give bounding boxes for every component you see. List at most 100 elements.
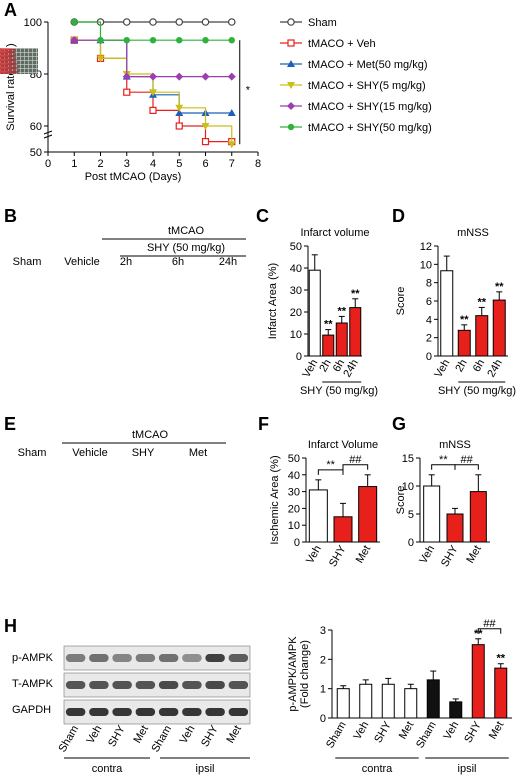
blot-band: [135, 654, 156, 662]
blot-band: [205, 654, 225, 662]
group-label-contra-h: contra: [362, 763, 393, 775]
y-tick-label: 10: [420, 259, 432, 271]
y-tick-label: 30: [288, 487, 300, 499]
category-label: 24h: [485, 358, 505, 380]
bar-2h: [322, 334, 335, 357]
y-axis-title: Infarct Area (%): [267, 263, 279, 339]
bar-veh: [308, 269, 321, 357]
x-tick-label-a: 8: [255, 158, 261, 170]
bar-veh: [449, 701, 463, 719]
blot-band: [158, 681, 179, 689]
category-label: SHY: [372, 719, 394, 745]
y-axis-title-2: (Fold change): [299, 640, 311, 708]
x-tick-label-a: 7: [229, 158, 235, 170]
blot-band: [205, 708, 225, 716]
lane-label: Met: [131, 724, 151, 746]
tmcao-header-e: tMCAO: [132, 429, 169, 441]
category-label: Sham: [414, 720, 439, 751]
marker-point: [149, 37, 157, 44]
marker-point: [149, 106, 157, 115]
blot-band: [89, 681, 109, 689]
panel-label-a: A: [4, 0, 17, 20]
marker-point: [287, 39, 295, 47]
marker-point: [201, 72, 210, 81]
bar-24h: [492, 299, 506, 357]
marker-point: [227, 72, 236, 81]
y-tick-label: 0: [426, 351, 432, 363]
panel-label-f: F: [258, 414, 269, 434]
significance-bracket: [342, 464, 369, 470]
col-label-b-1: Vehicle: [64, 256, 99, 268]
brain-slice: [0, 54, 17, 58]
category-label: Veh: [304, 544, 324, 566]
slice-grid-background: [0, 50, 38, 74]
group-label: SHY (50 mg/kg): [438, 385, 516, 397]
legend-label-2: tMACO + Met(50 mg/kg): [308, 59, 428, 71]
x-tick-label-a: 1: [71, 158, 77, 170]
chart-title: mNSS: [439, 439, 471, 451]
y-tick-label: 40: [288, 470, 300, 482]
col-label-b-3: 6h: [172, 256, 184, 268]
blot-band: [89, 654, 109, 662]
significance-stars: **: [460, 314, 469, 326]
panel-label-e: E: [4, 414, 16, 434]
significance-stars: **: [477, 296, 486, 308]
blot-band: [112, 654, 132, 662]
significance-stars: **: [496, 653, 505, 665]
y-axis-title: p-AMPK/AMPK: [287, 636, 299, 712]
y-tick-label: 0: [320, 713, 326, 725]
y-tick-label-a: 50: [30, 147, 42, 159]
bar-shy: [381, 683, 395, 719]
blot-row-label-1: T-AMPK: [12, 678, 54, 690]
bar-met: [404, 688, 418, 719]
marker-point: [287, 60, 295, 67]
bracket-label: ##: [461, 454, 474, 466]
panel-label-d: D: [392, 206, 405, 226]
chart-title: mNSS: [457, 227, 489, 239]
y-tick-label: 8: [426, 278, 432, 290]
category-label: 6h: [331, 358, 348, 375]
brain-slice: [0, 66, 19, 70]
marker-point: [71, 18, 78, 26]
blot-band: [89, 708, 109, 716]
marker-point: [70, 36, 79, 45]
panel-label-h: H: [4, 616, 17, 636]
brain-slices-e: tMCAO Sham Vehicle SHY Met: [0, 50, 226, 459]
marker-point: [96, 55, 105, 63]
marker-point: [122, 72, 131, 81]
panel-label-c: C: [256, 206, 269, 226]
legend-label-5: tMACO + SHY(50 mg/kg): [308, 122, 432, 134]
group-label: SHY (50 mg/kg): [300, 385, 378, 397]
blot-band: [112, 708, 132, 716]
x-tick-label-a: 0: [45, 158, 51, 170]
marker-point: [227, 18, 236, 26]
lane-label: Veh: [178, 724, 198, 746]
marker-point: [287, 123, 295, 131]
y-tick-label: 20: [290, 307, 302, 319]
lane-label: Sham: [149, 724, 174, 755]
y-tick-label: 50: [290, 241, 302, 253]
marker-point: [149, 89, 157, 97]
infarct-volume-chart-c: Infarct volume 0 10 20 30 40 50 Infarct Area (%…: [267, 227, 378, 397]
bar-veh: [440, 270, 454, 357]
blot-band: [182, 681, 202, 689]
legend-label-0: Sham: [308, 17, 337, 29]
category-label: Veh: [441, 720, 461, 742]
bar-veh: [359, 683, 373, 719]
blot-band: [65, 708, 86, 716]
y-tick-label: 10: [290, 329, 302, 341]
blot-band: [228, 708, 249, 716]
blot-band: [112, 681, 132, 689]
bar-shy: [333, 516, 353, 543]
lane-label: Sham: [56, 724, 81, 755]
blot-row-label-0: p-AMPK: [12, 652, 54, 664]
category-label: Veh: [432, 358, 452, 380]
bar-sham: [426, 679, 440, 719]
category-label: Sham: [324, 720, 349, 751]
blot-band: [228, 654, 249, 662]
significance-bracket: [477, 628, 502, 634]
bar-shy: [446, 513, 464, 543]
category-label: 24h: [341, 358, 361, 380]
